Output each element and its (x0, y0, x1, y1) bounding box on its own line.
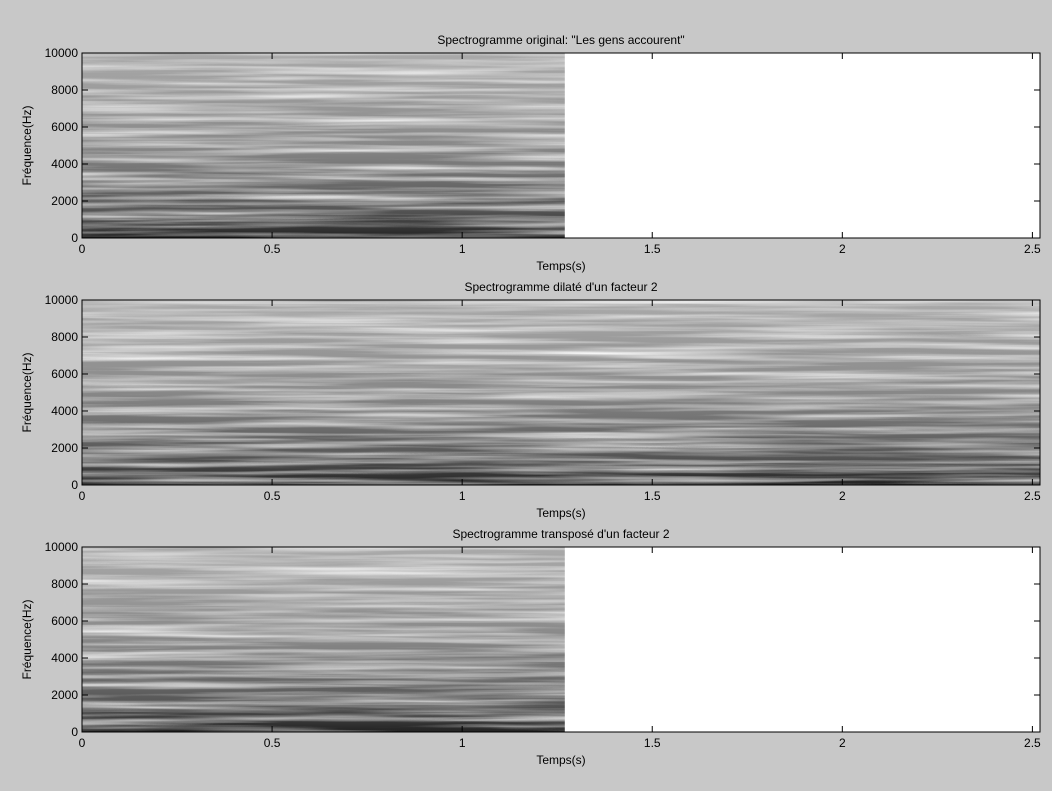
chart-title: Spectrogramme transposé d'un facteur 2 (452, 527, 669, 541)
y-tick-label: 8000 (51, 330, 78, 344)
y-tick-label: 2000 (51, 688, 78, 702)
y-axis-label: Fréquence(Hz) (20, 352, 34, 432)
axes-box (81, 546, 1041, 733)
x-axis-label: Temps(s) (536, 506, 585, 520)
y-tick-label: 0 (71, 231, 78, 245)
spectrogram-streaks (82, 53, 565, 238)
y-tick-label: 6000 (51, 367, 78, 381)
y-tick-label: 6000 (51, 614, 78, 628)
x-tick-label: 2.5 (1024, 489, 1041, 503)
x-axis-label: Temps(s) (536, 259, 585, 273)
chart-title: Spectrogramme dilaté d'un facteur 2 (464, 280, 657, 294)
y-tick-label: 4000 (51, 404, 78, 418)
x-tick-label: 1 (459, 489, 466, 503)
y-axis-label: Fréquence(Hz) (20, 599, 34, 679)
y-tick-label: 10000 (45, 540, 79, 554)
x-tick-label: 0.5 (264, 736, 281, 750)
x-tick-label: 2.5 (1024, 242, 1041, 256)
x-tick-label: 0 (79, 489, 86, 503)
spectrogram-image (82, 300, 1040, 485)
y-axis-label: Fréquence(Hz) (20, 105, 34, 185)
y-tick-label: 8000 (51, 83, 78, 97)
x-tick-label: 0 (79, 736, 86, 750)
x-tick-label: 1 (459, 736, 466, 750)
x-tick-label: 1 (459, 242, 466, 256)
x-tick-label: 0 (79, 242, 86, 256)
chart-title: Spectrogramme original: "Les gens accour… (437, 33, 684, 47)
axes-box (81, 299, 1041, 486)
y-tick-label: 6000 (51, 120, 78, 134)
spectrogram-streaks (82, 547, 565, 732)
y-tick-label: 4000 (51, 651, 78, 665)
y-tick-label: 4000 (51, 157, 78, 171)
y-tick-label: 2000 (51, 441, 78, 455)
axes-box (81, 52, 1041, 239)
spectrogram-image (82, 53, 565, 238)
x-tick-label: 2 (839, 242, 846, 256)
y-tick-label: 10000 (45, 46, 79, 60)
x-tick-label: 1.5 (644, 736, 661, 750)
x-tick-label: 2 (839, 489, 846, 503)
y-tick-label: 0 (71, 725, 78, 739)
x-tick-label: 0.5 (264, 489, 281, 503)
y-tick-label: 0 (71, 478, 78, 492)
y-tick-label: 2000 (51, 194, 78, 208)
y-tick-label: 8000 (51, 577, 78, 591)
x-tick-label: 2.5 (1024, 736, 1041, 750)
spectrogram-streaks (82, 300, 1040, 485)
x-tick-label: 2 (839, 736, 846, 750)
x-tick-label: 0.5 (264, 242, 281, 256)
y-tick-label: 10000 (45, 293, 79, 307)
x-tick-label: 1.5 (644, 489, 661, 503)
x-axis-label: Temps(s) (536, 753, 585, 767)
x-tick-label: 1.5 (644, 242, 661, 256)
spectrogram-image (82, 547, 565, 732)
